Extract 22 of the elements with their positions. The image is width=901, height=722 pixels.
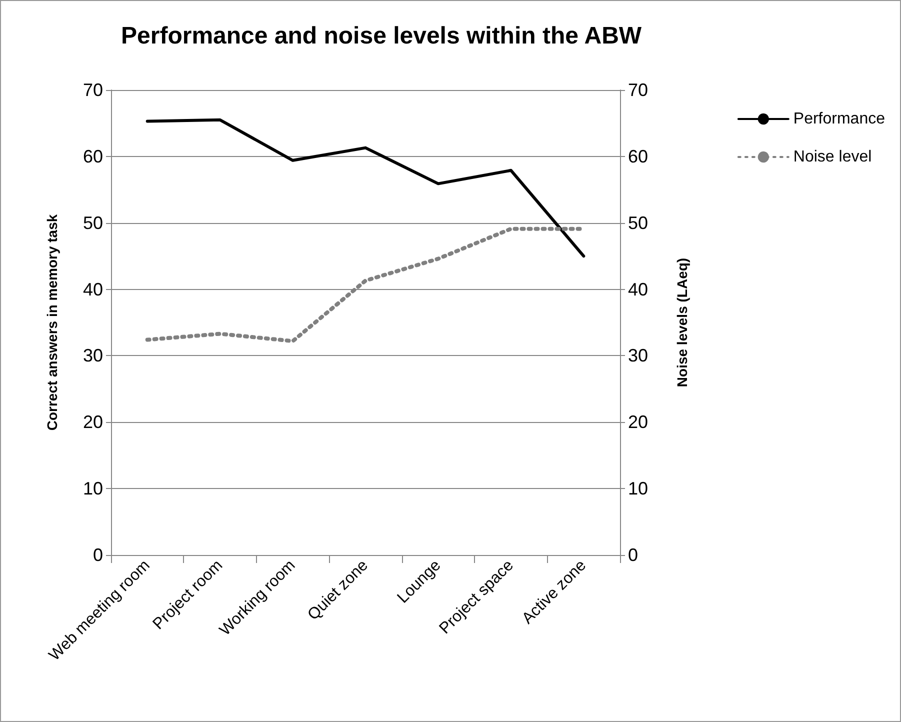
legend-label: Performance: [793, 110, 886, 128]
y-axis-title: Correct answers in memory task: [44, 214, 60, 431]
y2-tick-label: 70: [628, 80, 648, 100]
y-tick-label: 30: [82, 346, 103, 366]
y2-tick-label: 20: [628, 412, 648, 432]
y2-axis-title: Noise levels (LAeq): [674, 258, 690, 388]
y-tick-label: 0: [92, 545, 103, 565]
y-tick-label: 40: [82, 279, 103, 300]
line-series: [146, 118, 586, 258]
y2-tick-label: 10: [628, 478, 648, 499]
y-tick-label: 70: [82, 80, 103, 100]
chart-title: Performance and noise levels within the ABW: [121, 22, 642, 50]
y2-tick-label: 30: [628, 346, 648, 366]
y2-tick-label: 0: [628, 545, 638, 565]
legend-label: Noise level: [793, 148, 872, 166]
y-tick-label: 10: [82, 478, 103, 499]
y2-tick-label: 40: [628, 279, 648, 300]
y-tick-label: 50: [82, 212, 103, 233]
y2-tick-label: 50: [628, 212, 648, 233]
y-tick-label: 20: [82, 412, 103, 432]
y-tick-label: 60: [82, 146, 103, 166]
y2-tick-label: 60: [628, 146, 648, 166]
